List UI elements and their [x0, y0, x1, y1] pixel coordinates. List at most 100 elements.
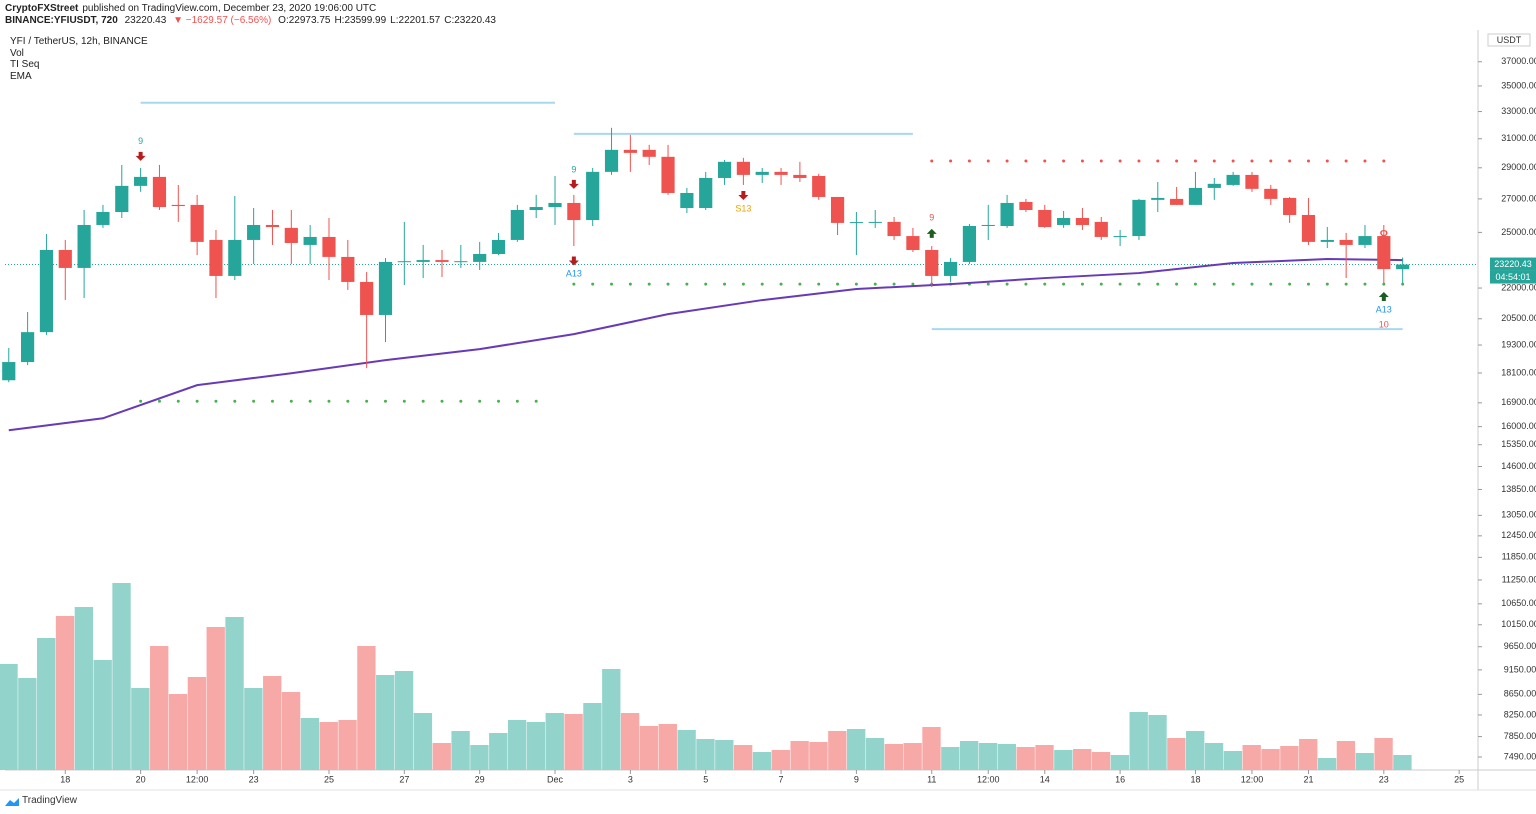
y-tick-label: 33000.00	[1501, 106, 1536, 116]
volume-bar	[489, 733, 508, 770]
candle-body	[378, 261, 393, 315]
volume-bar	[828, 731, 847, 770]
volume-bar	[677, 730, 696, 770]
x-tick-label: 5	[703, 774, 708, 784]
x-tick-label: 12:00	[977, 774, 1000, 784]
footer: TradingView	[22, 795, 78, 806]
value: 22201.57	[398, 15, 441, 26]
volume-bar	[451, 731, 470, 770]
candle-body	[1377, 236, 1391, 270]
volume-bar	[0, 664, 18, 770]
value: 23220.43	[454, 15, 496, 26]
candle-body	[1396, 264, 1410, 270]
volume-bar	[564, 714, 583, 770]
volume-bar	[922, 727, 941, 770]
candle-body	[228, 239, 242, 276]
annotation: A13	[566, 268, 582, 278]
volume-bar	[903, 743, 922, 770]
volume-bar	[470, 745, 489, 770]
volume-bar	[639, 726, 659, 770]
volume-bar	[658, 724, 677, 770]
volume-bar	[696, 739, 715, 770]
y-tick-label: 22000.00	[1501, 282, 1536, 292]
candle-body	[830, 196, 845, 223]
volume-bar	[1148, 715, 1167, 770]
x-tick-label: 23	[249, 774, 259, 784]
volume-bar	[413, 713, 433, 770]
volume-bar	[1035, 745, 1054, 770]
price-axis	[1478, 30, 1536, 770]
volume-bar	[1374, 738, 1393, 770]
volume-bar	[394, 671, 414, 770]
x-tick-label: 27	[399, 774, 409, 784]
publisher: CryptoFXStreet	[5, 3, 79, 14]
x-tick-label: 25	[324, 774, 334, 784]
candle-body	[717, 161, 732, 178]
candle-body	[868, 221, 882, 223]
unit-box	[1487, 33, 1531, 47]
ohlc: O:22973.75 H:23599.99 L:22201.57 C:23220.43	[278, 15, 500, 26]
volume-bar	[715, 740, 734, 770]
volume-bar	[1204, 743, 1224, 770]
volume-bar	[37, 638, 56, 770]
candle-body	[1301, 214, 1316, 242]
legend-item: TI Seq	[10, 59, 40, 70]
volume-bar	[884, 744, 903, 770]
candle-body	[58, 249, 72, 268]
y-tick-label: 29000.00	[1501, 162, 1536, 172]
candle-body	[1019, 201, 1033, 210]
candle-body	[1000, 202, 1014, 226]
x-tick-label: 9	[854, 774, 859, 784]
volume-bar	[1073, 749, 1092, 770]
volume-bar	[771, 750, 790, 770]
volume-bar	[338, 720, 357, 770]
annotation: 9	[571, 164, 576, 174]
volume-bar	[733, 745, 753, 770]
volume-bar	[865, 738, 885, 770]
signal-arrow	[568, 179, 579, 189]
candle-body	[77, 224, 91, 268]
volume-bar	[1110, 755, 1130, 770]
y-tick-label: 9150.00	[1504, 664, 1536, 674]
candle-body	[322, 236, 336, 257]
candle-body	[812, 175, 826, 197]
candle-body	[510, 209, 524, 240]
volume-bar	[1261, 749, 1280, 770]
candle-body	[39, 249, 54, 333]
x-tick-label: 12:00	[186, 774, 209, 784]
value: 22973.75	[288, 15, 331, 26]
annotation: 9	[929, 212, 934, 222]
volume-bar	[941, 747, 960, 770]
x-tick-label: 3	[628, 774, 633, 784]
annotation: 10	[1379, 320, 1389, 330]
logo	[5, 798, 19, 806]
ema-line	[8, 257, 1403, 432]
candle-body	[699, 177, 713, 209]
unit-label: USDT	[1497, 35, 1522, 45]
candle-body	[397, 261, 411, 263]
y-tick-label: 25000.00	[1501, 227, 1536, 237]
candle-body	[209, 239, 223, 276]
candle-body	[134, 176, 148, 186]
volume-bar	[790, 741, 809, 770]
volume-bar	[300, 718, 320, 770]
x-tick-label: 7	[779, 774, 784, 784]
candle-body	[416, 260, 430, 262]
volume-bar	[131, 688, 150, 770]
x-tick-label: 14	[1040, 774, 1050, 784]
signal-arrow	[1378, 292, 1389, 302]
candle-body	[190, 204, 204, 242]
volume-bar	[225, 617, 244, 770]
price-badge	[1490, 257, 1536, 271]
volume-bar	[526, 722, 546, 770]
candle-body	[1358, 236, 1372, 245]
candle-body	[962, 225, 977, 262]
y-tick-label: 10650.00	[1501, 598, 1536, 608]
legend-title: YFI / TetherUS, 12h, BINANCE	[10, 36, 148, 47]
candle-body	[171, 204, 185, 207]
volume-bar	[168, 694, 188, 770]
y-tick-label: 9650.00	[1504, 641, 1536, 651]
label: C:	[444, 15, 455, 26]
candle-body	[1320, 239, 1334, 242]
volume-bar	[1186, 731, 1205, 770]
